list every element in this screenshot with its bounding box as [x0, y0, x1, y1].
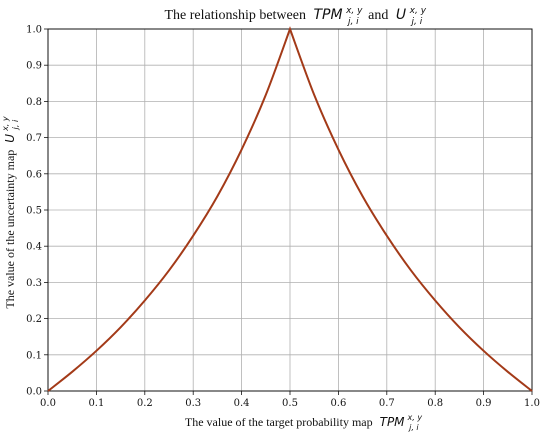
- x-tick-label: 0.4: [234, 398, 250, 409]
- x-tick-label: 0.1: [88, 398, 104, 409]
- y-tick-label: 0.5: [26, 206, 42, 217]
- y-tick-label: 0.2: [26, 314, 42, 325]
- chart-title: The relationship between TPM x, y j, i a…: [164, 2, 429, 28]
- x-tick-label: 0.7: [379, 398, 395, 409]
- xlabel-sup: x, y: [407, 413, 423, 422]
- x-tick-label: 0.6: [330, 398, 346, 409]
- title-var1-sup: x, y: [345, 6, 363, 16]
- xlabel-var: TPM: [380, 415, 406, 429]
- y-tick-label: 0.6: [26, 169, 42, 180]
- y-tick-label: 0.4: [26, 242, 42, 253]
- title-var1-sub: j, i: [346, 17, 359, 27]
- ylabel-var: U: [3, 134, 17, 143]
- y-tick-label: 0.0: [26, 387, 42, 398]
- y-tick-label: 0.3: [26, 278, 42, 289]
- x-tick-label: 0.9: [476, 398, 492, 409]
- series-line: [47, 26, 533, 392]
- ticks: 0.0 0.1 0.2 0.3 0.4 0.5 0.6 0.7 0.8 0.9 1.0 0.0 0.1 0…: [26, 25, 540, 410]
- title-prefix: The relationship between: [164, 8, 306, 23]
- xlabel-sub: j, i: [408, 423, 419, 432]
- x-tick-label: 0.5: [282, 398, 298, 409]
- grid: [47, 28, 533, 392]
- title-var2-sub: j, i: [410, 17, 423, 27]
- title-conj: and: [368, 8, 388, 23]
- y-tick-label: 0.1: [26, 350, 42, 361]
- x-tick-label: 0.8: [427, 398, 443, 409]
- y-tick-label: 0.8: [26, 97, 42, 108]
- y-tick-label: 0.9: [26, 61, 42, 72]
- y-tick-label: 1.0: [26, 25, 42, 36]
- y-axis-label: The value of the uncertainty map U x, y …: [0, 113, 20, 308]
- ylabel-sub: j, i: [11, 119, 20, 130]
- x-axis-label: The value of the target probability map …: [185, 409, 425, 432]
- x-tick-label: 0.0: [40, 398, 56, 409]
- title-var2-sup: x, y: [409, 6, 427, 16]
- title-var1: TPM: [313, 7, 342, 23]
- xlabel-prefix: The value of the target probability map: [185, 415, 373, 429]
- x-tick-label: 0.3: [185, 398, 201, 409]
- series: [47, 26, 533, 392]
- ylabel-prefix: The value of the uncertainty map: [3, 150, 17, 309]
- y-tick-label: 0.7: [26, 133, 42, 144]
- x-tick-label: 1.0: [524, 398, 540, 409]
- x-tick-label: 0.2: [137, 398, 153, 409]
- title-var2: U: [396, 7, 406, 23]
- ylabel-sup: x, y: [1, 116, 10, 132]
